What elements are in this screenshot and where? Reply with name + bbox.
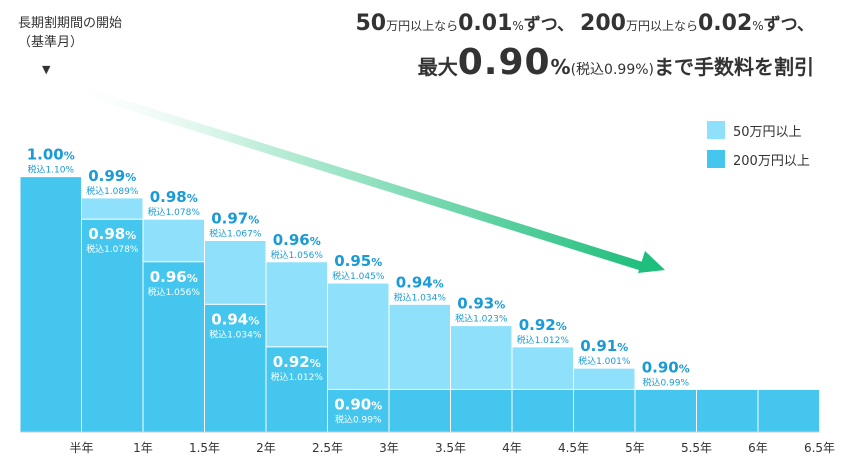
tax-label-50man: 税込0.99% [642,376,689,388]
tax-label-50man: 税込1.089% [86,185,139,197]
bar-200man [511,388,574,433]
x-tick-label: 半年 [69,441,93,455]
down-triangle-icon: ▼ [42,63,51,76]
x-tick-label: 5年 [625,441,645,455]
tax-label-50man: 税込1.023% [455,313,508,325]
period-start-subtitle: （基準月） [18,35,84,50]
trend-arrow [55,79,665,273]
bar-200man [81,218,144,433]
period-start-title: 長期割期間の開始 [18,16,123,31]
legend-label: 200万円以上 [733,153,810,169]
legend-swatch-dark [707,150,725,168]
tax-label-50man: 税込1.078% [148,206,201,218]
legend-item-50: 50万円以上 [707,120,810,140]
headline-amount-50: 50 [355,11,387,36]
headline-text: 万円以上なら [625,19,698,33]
bar-200man [634,388,697,433]
headline-max: 最大 [417,55,458,79]
headline-rate-step-1: 0.01 [458,11,513,36]
headline: 50万円以上なら0.01%ずつ、 200万円以上なら0.02%ずつ、 最大0.9… [355,10,814,83]
tax-label-50man: 税込1.067% [209,227,262,239]
headline-text: ずつ、 [523,15,575,35]
data-label-50man: 0.95% [334,252,382,270]
data-label-50man: 1.00% [27,146,75,164]
data-label-200man: 0.96% [150,268,198,286]
headline-line-1: 50万円以上なら0.01%ずつ、 200万円以上なら0.02%ずつ、 [355,10,814,36]
x-tick-label: 3.5年 [435,441,466,455]
data-label-50man: 0.93% [457,295,505,313]
bar-200man [757,388,820,433]
headline-rate-step-2: 0.02 [697,11,753,36]
data-label-200man: 0.92% [273,353,321,371]
data-label-50man: 0.94% [396,273,444,291]
x-tick-label: 3年 [379,441,399,455]
legend-item-200: 200万円以上 [707,149,810,169]
tax-label-200man: 税込1.034% [209,328,262,340]
bar-200man [573,388,636,433]
bar-200man [142,261,205,433]
tax-label-50man: 税込1.012% [517,334,570,346]
tax-label-50man: 税込1.045% [332,270,385,282]
headline-text: 万円以上なら [386,19,459,33]
legend-label: 50万円以上 [733,124,802,140]
x-tick-label: 5.5年 [681,441,712,455]
x-tick-label: 4.5年 [558,441,589,455]
bar-200man [388,388,451,433]
data-label-50man: 0.92% [519,316,567,334]
tax-label-50man: 税込1.056% [271,249,324,261]
headline-max-rate: 0.90 [457,42,551,83]
x-tick-label: 4年 [502,441,522,455]
bar-200man [327,388,390,433]
tax-label-50man: 税込1.10% [27,164,74,176]
headline-percent: % [550,55,571,79]
headline-line-2: 最大0.90%(税込0.99%)まで手数料を割引 [355,42,814,83]
bar-200man [19,176,82,433]
tax-label-50man: 税込1.034% [394,291,447,303]
headline-percent: % [752,19,764,33]
data-label-200man: 0.90% [334,395,382,413]
data-label-50man: 0.96% [273,231,321,249]
headline-discount-text: まで手数料を割引 [654,55,814,79]
data-label-50man: 0.99% [88,167,136,185]
bar-200man [265,346,328,433]
data-label-50man: 0.97% [211,209,259,227]
tax-label-200man: 税込0.99% [335,413,382,425]
legend-swatch-light [707,121,725,139]
trend-arrow-shaft [55,79,644,271]
x-tick-label: 1.5年 [189,441,220,455]
x-tick-label: 2.5年 [312,441,343,455]
tax-label-50man: 税込1.001% [578,355,631,367]
tax-label-200man: 税込1.012% [271,371,324,383]
bar-200man [450,388,513,433]
tax-label-200man: 税込1.078% [86,243,139,255]
headline-percent: % [512,19,524,33]
headline-tax-note: (税込0.99%) [570,62,654,78]
headline-amount-200: 200 [580,11,626,36]
tax-label-200man: 税込1.056% [148,286,201,298]
period-start-label: 長期割期間の開始 （基準月） ▼ [18,14,122,79]
headline-text: ずつ、 [763,15,814,35]
bar-200man [696,388,759,433]
data-label-50man: 0.98% [150,188,198,206]
x-tick-label: 2年 [256,441,276,455]
data-label-200man: 0.98% [88,225,136,243]
trend-arrow-head [638,251,665,273]
bar-200man [204,303,267,433]
data-label-200man: 0.94% [211,310,259,328]
chart-legend: 50万円以上 200万円以上 [707,120,810,178]
x-tick-label: 1年 [133,441,153,455]
data-label-50man: 0.91% [580,337,628,355]
data-label-50man: 0.90% [642,358,690,376]
x-tick-label: 6年 [748,441,768,455]
x-tick-label: 6.5年 [804,441,835,455]
